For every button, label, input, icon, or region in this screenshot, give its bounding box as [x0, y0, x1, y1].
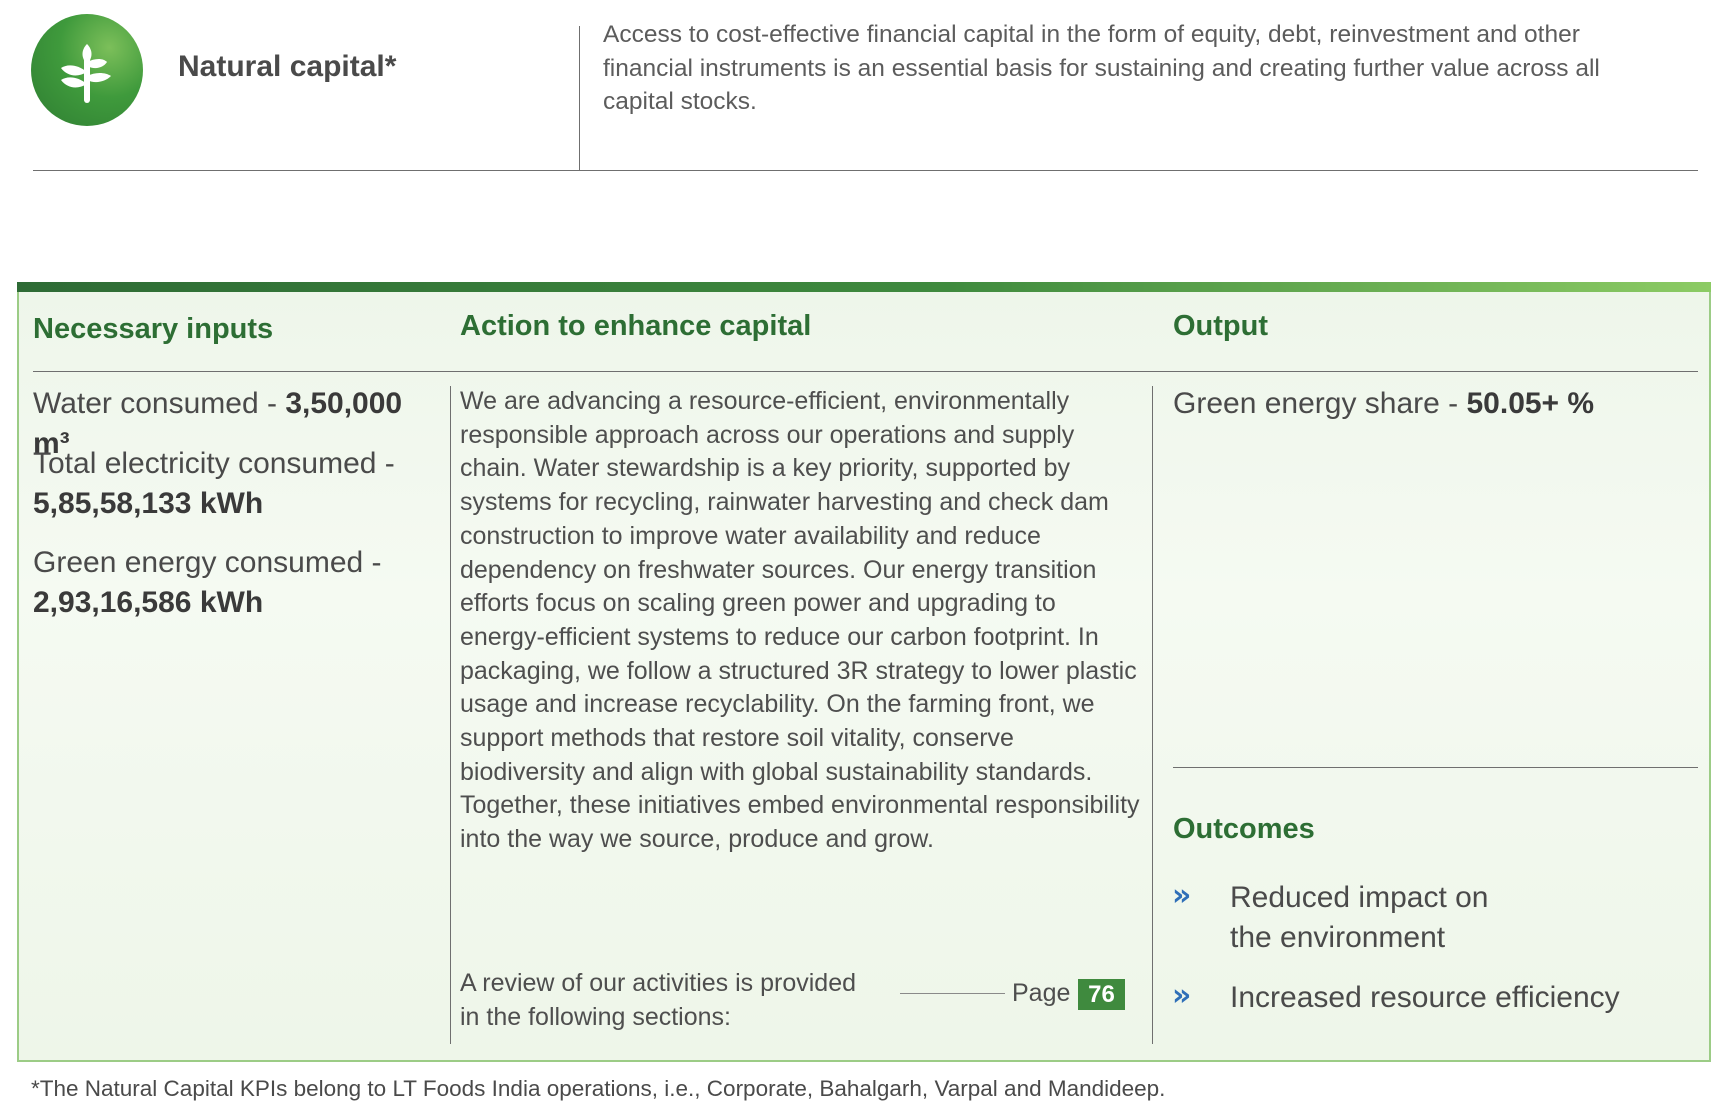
input-value: 2,93,16,586 kWh [33, 586, 264, 619]
input-label: Green energy consumed - [33, 546, 382, 579]
input-value: 5,85,58,133 kWh [33, 487, 264, 520]
input-green-energy: Green energy consumed - 2,93,16,586 kWh [33, 543, 443, 623]
outcome-item: Reduced impact on the environment [1230, 881, 1489, 954]
review-leader-line [900, 993, 1005, 994]
page-label: Page [1012, 979, 1071, 1007]
capital-title: Natural capital* [178, 50, 397, 83]
outcome-item: Increased resource efficiency [1230, 981, 1620, 1014]
input-label: Water consumed - [33, 387, 286, 420]
chevron-right-icon: » [1172, 978, 1192, 1013]
natural-capital-logo [31, 14, 143, 126]
column-divider-2 [1152, 386, 1153, 1044]
input-electricity: Total electricity consumed - 5,85,58,133… [33, 444, 443, 524]
chevron-right-icon: » [1172, 878, 1192, 913]
header-divider-vertical [579, 26, 580, 171]
outcomes-heading: Outcomes [1173, 813, 1315, 845]
input-water: Water consumed - 3,50,000 m³ [33, 384, 443, 464]
panel-top-bar [17, 282, 1711, 292]
column-divider-1 [450, 386, 451, 1044]
output-heading: Output [1173, 310, 1269, 342]
review-text: A review of our activities is provided i… [460, 969, 857, 1031]
action-heading: Action to enhance capital [460, 310, 812, 342]
header-divider-horizontal [33, 170, 1698, 171]
output-label: Green energy share - [1173, 387, 1467, 420]
plant-sprout-icon [61, 44, 111, 103]
heading-divider [33, 371, 1698, 372]
output-green-energy-share: Green energy share - 50.05+ % [1173, 384, 1594, 424]
page-number-link[interactable]: 76 [1078, 979, 1125, 1010]
input-label: Total electricity consumed - [33, 447, 395, 480]
output-divider [1173, 767, 1698, 768]
output-value: 50.05+ % [1466, 387, 1595, 420]
capital-description: Access to cost-effective financial capit… [603, 21, 1600, 115]
capital-panel [17, 282, 1711, 1062]
input-value: 3,50,000 m³ [33, 387, 403, 460]
necessary-inputs-heading: Necessary inputs [33, 313, 274, 345]
action-description: We are advancing a resource-efficient, e… [460, 387, 1140, 854]
footnote: *The Natural Capital KPIs belong to LT F… [31, 1076, 1166, 1101]
